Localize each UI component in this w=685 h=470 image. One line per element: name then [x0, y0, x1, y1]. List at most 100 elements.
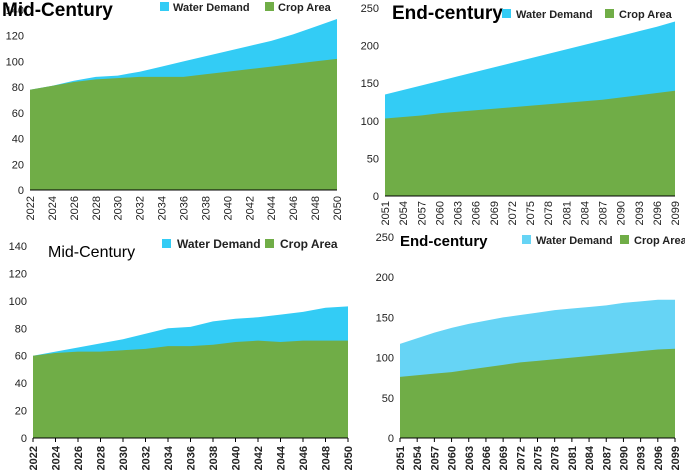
x-tick-label: 2069	[498, 446, 510, 470]
x-tick-label: 2028	[91, 196, 103, 220]
y-tick-label: 150	[376, 312, 394, 324]
y-tick-label: 40	[15, 378, 27, 390]
y-tick-label: 100	[9, 296, 27, 308]
x-tick-label: 2028	[96, 446, 108, 470]
y-tick-label: 50	[367, 153, 379, 165]
x-tick-label: 2060	[434, 201, 446, 225]
x-tick-label: 2022	[28, 446, 40, 470]
x-tick-label: 2057	[416, 201, 428, 225]
x-tick-label: 2042	[253, 446, 265, 470]
crop-area-area-4	[400, 348, 675, 438]
x-tick-label: 2084	[584, 445, 596, 470]
legend-label-water-demand: Water Demand	[536, 235, 613, 247]
x-tick-label: 2060	[447, 446, 459, 470]
x-tick-label: 2054	[412, 445, 424, 470]
x-tick-label: 2084	[579, 201, 591, 225]
y-tick-label: 250	[376, 232, 394, 244]
x-tick-label: 2046	[288, 196, 300, 220]
x-tick-label: 2063	[453, 201, 465, 225]
y-tick-label: 100	[6, 56, 24, 68]
legend-label-crop-area: Crop Area	[634, 235, 685, 247]
x-tick-label: 2030	[118, 446, 130, 470]
x-tick-label: 2026	[73, 446, 85, 470]
x-tick-label: 2046	[298, 446, 310, 470]
y-tick-label: 140	[9, 241, 27, 253]
x-tick-label: 2081	[561, 201, 573, 225]
x-tick-label: 2096	[653, 446, 665, 470]
y-tick-label: 60	[12, 108, 24, 120]
x-tick-label: 2081	[567, 446, 579, 470]
x-tick-label: 2050	[332, 196, 344, 220]
y-tick-label: 200	[376, 272, 394, 284]
x-tick-label: 2090	[618, 446, 630, 470]
y-tick-label: 60	[15, 351, 27, 363]
y-tick-label: 50	[382, 393, 394, 405]
chart-title: End-century	[392, 3, 503, 24]
x-tick-label: 2026	[69, 196, 81, 220]
legend-swatch-crop-area	[605, 9, 614, 18]
x-tick-label: 2066	[471, 201, 483, 225]
chart-panel-4: 0 50 100 150 200 250 2051 2054 2057 2060 2063 2066 2…	[376, 232, 685, 470]
y-tick-label: 250	[361, 3, 379, 15]
x-tick-label: 2090	[616, 201, 628, 225]
x-tick-label: 2030	[113, 196, 125, 220]
x-tick-label: 2087	[601, 446, 613, 470]
x-tick-label: 2072	[507, 201, 519, 225]
y-tick-label: 40	[12, 134, 24, 146]
legend-swatch-crop-area	[265, 2, 274, 11]
x-tick-label: 2036	[186, 446, 198, 470]
x-tick-label: 2099	[670, 446, 682, 470]
x-tick-label: 2057	[429, 446, 441, 470]
legend-label-crop-area: Crop Area	[619, 9, 673, 21]
y-tick-label: 200	[361, 41, 379, 53]
x-tick-label: 2038	[208, 446, 220, 470]
x-tick-label: 2050	[343, 446, 355, 470]
x-tick-label: 2075	[525, 201, 537, 225]
legend-swatch-water-demand	[160, 2, 169, 11]
x-tick-label: 2099	[670, 201, 682, 225]
legend-label-water-demand: Water Demand	[177, 237, 261, 251]
crop-area-area-2	[385, 90, 675, 196]
x-tick-label: 2044	[276, 445, 288, 470]
x-tick-label: 2044	[266, 196, 278, 220]
y-tick-label: 80	[15, 323, 27, 335]
y-tick-label: 0	[388, 433, 394, 445]
x-tick-label: 2078	[543, 201, 555, 225]
x-tick-label: 2051	[380, 201, 392, 225]
crop-area-area-3	[33, 340, 348, 438]
chart-title: Mid-Century	[48, 244, 135, 261]
x-tick-label: 2022	[25, 196, 37, 220]
y-tick-label: 100	[361, 116, 379, 128]
legend-label-water-demand: Water Demand	[173, 2, 250, 14]
y-tick-label: 100	[376, 353, 394, 365]
x-tick-label: 2093	[636, 446, 648, 470]
legend-swatch-water-demand	[162, 239, 171, 248]
x-tick-label: 2051	[395, 446, 407, 470]
x-tick-label: 2040	[222, 196, 234, 220]
legend-swatch-crop-area	[620, 235, 629, 244]
legend-label-crop-area: Crop Area	[278, 2, 332, 14]
x-tick-label: 2040	[231, 446, 243, 470]
y-tick-label: 120	[9, 268, 27, 280]
x-tick-label: 2036	[179, 196, 191, 220]
x-tick-label: 2034	[157, 196, 169, 220]
x-tick-label: 2087	[598, 201, 610, 225]
y-tick-label: 120	[6, 31, 24, 43]
chart-title: Mid-Century	[2, 0, 113, 21]
legend-label-crop-area: Crop Area	[280, 237, 338, 251]
legend-swatch-crop-area	[265, 239, 274, 248]
x-tick-label: 2063	[464, 446, 476, 470]
y-tick-label: 140	[6, 5, 24, 17]
x-tick-label: 2093	[634, 201, 646, 225]
y-tick-label: 0	[373, 191, 379, 203]
y-tick-label: 150	[361, 78, 379, 90]
chart-panel-2: 0 50 100 150 200 250 2051 2054 2057 2060 2063 2066 2…	[361, 3, 682, 225]
crop-area-area-1	[30, 58, 337, 190]
legend-swatch-water-demand	[522, 235, 531, 244]
y-tick-label: 20	[12, 159, 24, 171]
x-tick-label: 2038	[200, 196, 212, 220]
legend-swatch-water-demand	[502, 9, 511, 18]
x-tick-label: 2032	[141, 446, 153, 470]
